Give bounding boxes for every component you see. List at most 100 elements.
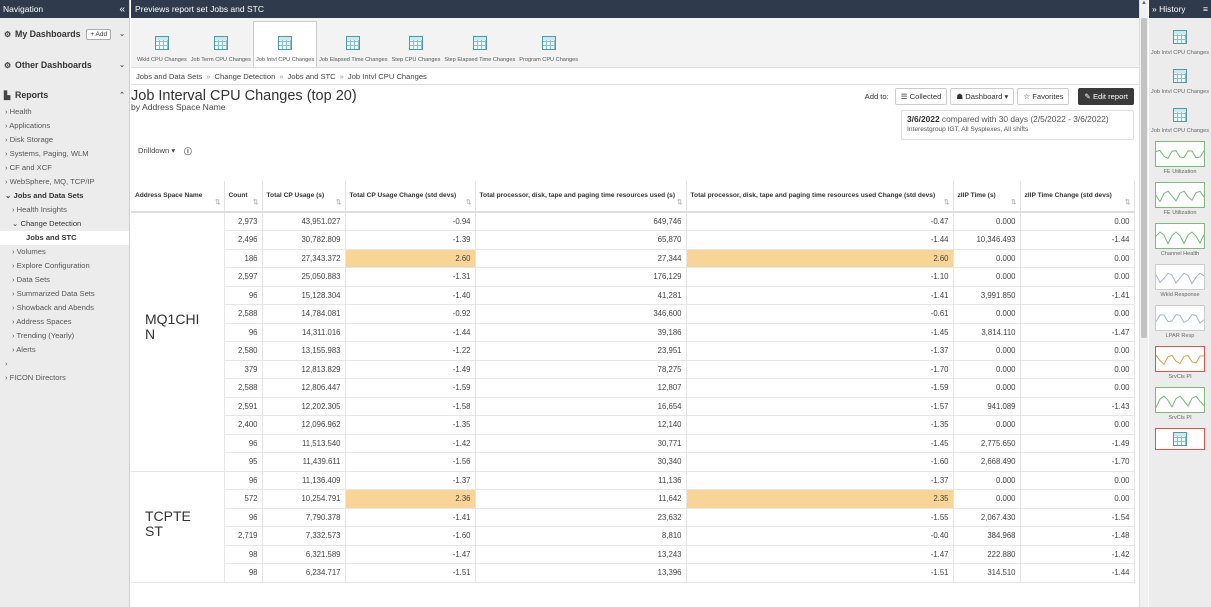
table-row[interactable]: 96 15,128.304 -1.40 41,281 -1.41 3,991.850 -1.… <box>131 286 1135 305</box>
sidebar-item[interactable]: › Alerts <box>12 345 36 354</box>
sidebar-item[interactable]: › Systems, Paging, WLM <box>5 149 89 158</box>
sort-icon[interactable]: ⇅ <box>944 199 950 206</box>
table-row[interactable]: TCPTE ST 96 11,136.409 -1.37 11,136 -1.37 0.00… <box>131 471 1135 583</box>
collected-button[interactable]: ☰ Collected <box>894 88 948 105</box>
history-item[interactable]: Channel Health <box>1149 223 1211 258</box>
history-item[interactable]: Job Intvl CPU Changes <box>1149 24 1211 57</box>
report-thumbnail[interactable]: Step CPU Changes <box>390 21 443 67</box>
sidebar-item[interactable]: › Health <box>5 107 32 116</box>
sidebar-item[interactable]: Jobs and STC <box>0 231 129 245</box>
sidebar-item[interactable]: › Health Insights <box>12 205 67 214</box>
history-item[interactable]: SrvCls PI <box>1149 387 1211 422</box>
chevron-down-icon[interactable]: ⌄ <box>119 31 125 38</box>
collapse-nav-icon[interactable]: « <box>119 3 125 15</box>
breadcrumb-item[interactable]: Jobs and Data Sets <box>136 71 203 81</box>
my-dashboards-section[interactable]: ⚙ My Dashboards + Add ⌄ <box>0 18 129 50</box>
drilldown-button[interactable]: Drilldown ▾ <box>138 146 176 155</box>
sidebar-item[interactable]: › Disk Storage <box>5 135 54 144</box>
table-row[interactable]: MQ1CHI N 2,973 43,951.027 -0.94 649,746 -0.47… <box>131 212 1135 472</box>
column-header[interactable]: zIIP Time (s) ⇅ <box>953 181 1021 213</box>
history-title[interactable]: » History <box>1152 4 1186 14</box>
report-thumbnail[interactable]: Job Intvl CPU Changes <box>252 21 318 67</box>
dashboard-button[interactable]: ☗ Dashboard ▾ <box>950 88 1015 105</box>
history-item[interactable]: FE Utilization <box>1149 141 1211 176</box>
reports-section[interactable]: ▙ Reports ⌃ <box>0 85 129 105</box>
table-row[interactable]: 96 7,790.378 -1.41 23,632 -1.55 2,067.430 -1.5… <box>131 508 1135 527</box>
sidebar-item[interactable]: › CF and XCF <box>5 163 52 172</box>
report-thumbnail[interactable]: Program CPU Changes <box>517 21 580 67</box>
column-header[interactable]: Count ⇅ <box>224 181 263 213</box>
favorites-button[interactable]: ☆ Favorites <box>1017 88 1070 105</box>
table-row[interactable]: 96 14,311.016 -1.44 39,186 -1.45 3,814.110 -1.… <box>131 323 1135 342</box>
table-row[interactable]: 2,580 13,155.983 -1.22 23,951 -1.37 0.000 0.00 <box>131 341 1135 361</box>
table-row[interactable]: 2,400 12,096.962 -1.35 12,140 -1.35 0.000 0.00 <box>131 415 1135 435</box>
sidebar-item[interactable]: › Volumes <box>12 247 46 256</box>
sidebar-item[interactable]: › <box>5 359 8 368</box>
sidebar-item[interactable]: ⌄ Change Detection <box>12 219 82 228</box>
report-thumbnail[interactable]: Job Term CPU Changes <box>189 21 253 67</box>
report-thumbnail[interactable]: Step Elapsed Time Changes <box>442 21 517 67</box>
table-row[interactable]: 379 12,813.829 -1.49 78,275 -1.70 0.000 0.00 <box>131 360 1135 379</box>
main-scrollbar[interactable]: ▲ <box>1139 0 1148 607</box>
history-item[interactable]: SrvCls PI <box>1149 346 1211 381</box>
chevron-down-icon[interactable]: ⌄ <box>119 62 125 69</box>
add-dashboard-button[interactable]: + Add <box>86 28 112 40</box>
breadcrumb-item[interactable]: Jobs and STC <box>287 71 336 81</box>
other-dashboards-section[interactable]: ⚙ Other Dashboards ⌄ <box>0 50 129 80</box>
history-item[interactable]: Job Intvl CPU Changes <box>1149 63 1211 96</box>
sort-icon[interactable]: ⇅ <box>466 199 472 206</box>
column-header[interactable]: Total processor, disk, tape and paging t… <box>686 181 954 213</box>
sidebar-item[interactable]: › Explore Configuration <box>12 261 90 270</box>
table-row[interactable]: 2,588 12,806.447 -1.59 12,807 -1.59 0.000 0.00 <box>131 378 1135 398</box>
sort-icon[interactable]: ⇅ <box>336 199 342 206</box>
column-header[interactable]: Total CP Usage Change (std devs) ⇅ <box>345 181 476 213</box>
info-icon[interactable]: ⓘ <box>184 147 192 156</box>
table-row[interactable]: 2,597 25,050.883 -1.31 176,129 -1.10 0.000 0.0… <box>131 267 1135 287</box>
table-row[interactable]: 98 6,321.589 -1.47 13,243 -1.47 222.880 -1.42 <box>131 545 1135 564</box>
sidebar-item[interactable]: › FICON Directors <box>5 373 66 382</box>
table-row[interactable]: 2,496 30,782.809 -1.39 65,870 -1.44 10,346.49… <box>131 230 1135 250</box>
history-item[interactable]: LPAR Resp <box>1149 305 1211 340</box>
table-row[interactable]: 572 10,254.791 2.36 11,642 2.35 0.000 0.00 <box>131 489 1135 509</box>
column-header[interactable]: zIIP Time Change (std devs) ⇅ <box>1020 181 1135 213</box>
sidebar-item[interactable]: › WebSphere, MQ, TCP/IP <box>5 177 95 186</box>
sidebar-item[interactable]: › Data Sets <box>12 275 50 284</box>
sidebar-item[interactable]: › Trending (Yearly) <box>12 331 75 340</box>
history-item[interactable]: FE Utilization <box>1149 182 1211 217</box>
column-header[interactable]: Total processor, disk, tape and paging t… <box>475 181 687 213</box>
edit-report-button[interactable]: ✎ Edit report <box>1078 88 1134 105</box>
address-space-name[interactable]: TCPTE ST <box>131 471 225 583</box>
column-header[interactable]: Total CP Usage (s) ⇅ <box>262 181 346 213</box>
report-thumbnail[interactable]: Job Elapsed Time Changes <box>317 21 389 67</box>
history-menu-icon[interactable]: ≡ <box>1203 4 1208 14</box>
table-row[interactable]: 186 27,343.372 2.60 27,344 2.60 0.000 0.00 <box>131 249 1135 268</box>
sort-icon[interactable]: ⇅ <box>677 199 683 206</box>
date-range-box[interactable]: 3/6/2022 compared with 30 days (2/5/2022… <box>901 110 1134 140</box>
table-row[interactable]: 96 11,513.540 -1.42 30,771 -1.45 2,775.650 -1.… <box>131 434 1135 453</box>
scroll-up-icon[interactable]: ▲ <box>1141 0 1147 6</box>
table-row[interactable]: 2,719 7,332.573 -1.60 8,810 -0.40 384.968 -1.4… <box>131 526 1135 546</box>
sidebar-item[interactable]: › Summarized Data Sets <box>12 289 95 298</box>
sort-icon[interactable]: ⇅ <box>215 199 221 206</box>
column-header[interactable]: Address Space Name ⇅ <box>131 181 225 213</box>
table-cell: 2,400 <box>224 415 263 435</box>
sort-icon[interactable]: ⇅ <box>253 199 259 206</box>
scrollbar-thumb[interactable] <box>1141 18 1147 338</box>
table-row[interactable]: 95 11,439.611 -1.56 30,340 -1.60 2,668.490 -1.… <box>131 452 1135 472</box>
sort-icon[interactable]: ⇅ <box>1125 199 1131 206</box>
sidebar-item[interactable]: › Showback and Abends <box>12 303 94 312</box>
history-item[interactable]: Job Intvl CPU Changes <box>1149 102 1211 135</box>
breadcrumb-item[interactable]: Change Detection <box>214 71 276 81</box>
table-row[interactable]: 2,591 12,202.305 -1.58 16,654 -1.57 941.089 -1… <box>131 397 1135 416</box>
address-space-name[interactable]: MQ1CHI N <box>131 212 225 472</box>
sidebar-item[interactable]: › Address Spaces <box>12 317 72 326</box>
sidebar-item[interactable]: › Applications <box>5 121 51 130</box>
history-item[interactable]: Wkld Response <box>1149 264 1211 299</box>
sidebar-item[interactable]: ⌄ Jobs and Data Sets <box>5 191 84 200</box>
sort-icon[interactable]: ⇅ <box>1011 199 1017 206</box>
table-row[interactable]: 2,588 14,784.081 -0.92 346,600 -0.61 0.000 0.0… <box>131 304 1135 324</box>
chevron-up-icon[interactable]: ⌃ <box>119 92 125 99</box>
history-item[interactable] <box>1149 428 1211 450</box>
table-row[interactable]: 98 6,234.717 -1.51 13,396 -1.51 314.510 -1.44 <box>131 563 1135 583</box>
report-thumbnail[interactable]: Wkld CPU Changes <box>135 21 189 67</box>
